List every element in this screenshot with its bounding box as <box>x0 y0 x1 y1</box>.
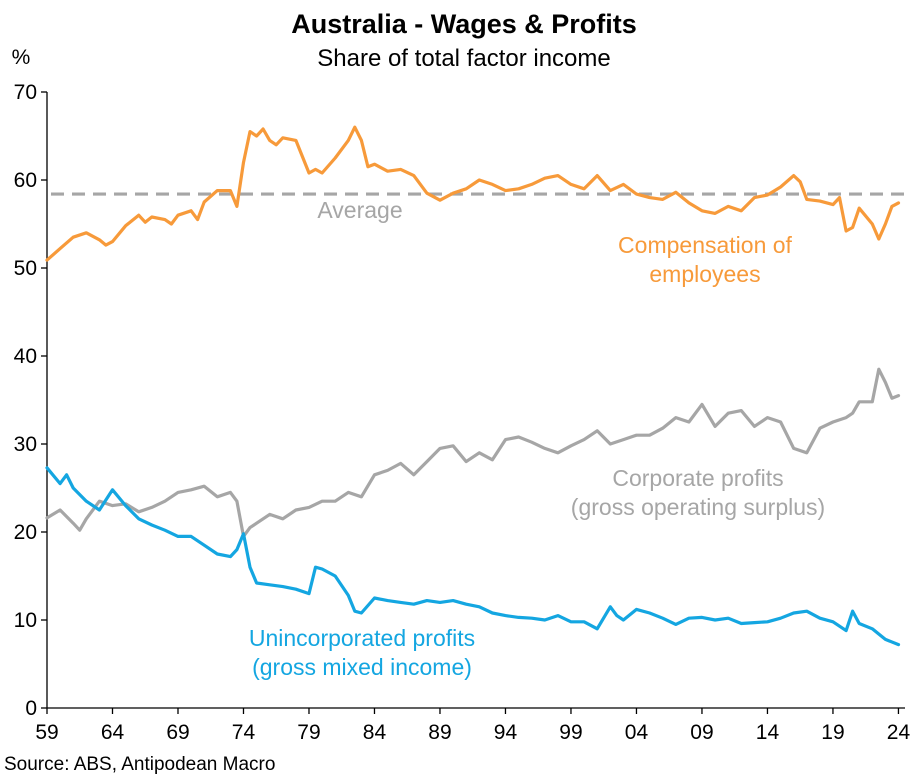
average-layer: Average <box>51 192 905 223</box>
unincorporated-profits-label-line-2: (gross mixed income) <box>252 654 472 680</box>
y-axis-unit: % <box>12 46 31 69</box>
x-tick-label: 24 <box>887 721 911 744</box>
unincorporated-profits-line <box>45 466 901 647</box>
series-layer <box>45 125 901 647</box>
compensation-label-line-1: Compensation of <box>618 232 792 258</box>
unincorporated-profits-label-line-1: Unincorporated profits <box>249 625 475 651</box>
y-tick-label: 50 <box>14 257 37 280</box>
y-tick-label: 40 <box>14 345 37 368</box>
corporate-profits-label-line-1: Corporate profits <box>612 465 783 491</box>
compensation-label-line-2: employees <box>649 261 760 287</box>
compensation-line <box>45 125 901 262</box>
x-tick-label: 64 <box>101 721 125 744</box>
x-tick-label: 04 <box>625 721 649 744</box>
x-tick-label: 19 <box>821 721 844 744</box>
x-tick-label: 09 <box>690 721 713 744</box>
chart-title: Australia - Wages & Profits <box>291 9 637 39</box>
average-label: Average <box>317 197 402 223</box>
corporate-profits-line <box>45 367 901 539</box>
x-tick-label: 69 <box>166 721 189 744</box>
y-tick-label: 30 <box>14 433 37 456</box>
y-tick-label: 60 <box>14 169 37 192</box>
y-axis-ticks: 0 10 20 30 40 50 60 70 <box>14 81 47 720</box>
axes <box>46 92 905 709</box>
x-tick-label: 14 <box>756 721 780 744</box>
x-tick-label: 84 <box>363 721 387 744</box>
x-tick-label: 99 <box>559 721 582 744</box>
series-labels: Compensation of employees Corporate profit… <box>249 232 825 680</box>
x-tick-label: 94 <box>494 721 518 744</box>
y-tick-label: 70 <box>14 81 37 104</box>
x-tick-label: 59 <box>35 721 58 744</box>
y-tick-label: 10 <box>14 609 37 632</box>
source-note: Source: ABS, Antipodean Macro <box>4 754 275 775</box>
y-tick-label: 0 <box>25 697 37 720</box>
x-tick-label: 74 <box>232 721 256 744</box>
x-tick-label: 89 <box>428 721 451 744</box>
x-axis-ticks: 59 64 69 74 79 84 89 94 99 04 09 14 19 24 <box>35 708 910 744</box>
x-tick-label: 79 <box>297 721 320 744</box>
y-tick-label: 20 <box>14 521 37 544</box>
corporate-profits-label-line-2: (gross operating surplus) <box>571 494 825 520</box>
chart-subtitle: Share of total factor income <box>317 45 610 72</box>
